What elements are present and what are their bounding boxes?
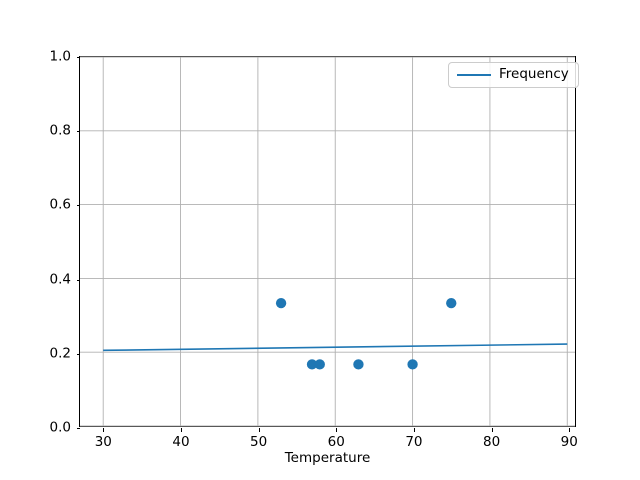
x-axis-label: Temperature	[284, 450, 371, 466]
scatter-point	[306, 359, 318, 370]
x-tick-mark	[413, 428, 415, 432]
grid-layer	[80, 56, 575, 427]
y-tick-label: 0.6	[49, 196, 71, 213]
y-tick-label: 1.0	[49, 48, 71, 65]
scatter-point	[407, 359, 418, 370]
x-tick-mark	[491, 428, 493, 432]
y-tick-label: 0.0	[49, 419, 71, 436]
x-tick-label: 60	[327, 434, 345, 450]
plot-area: 30 40 50 60 70 80 90 0.0 0.2 0.4 0.6 0.8 1.0	[50, 50, 578, 449]
x-tick-label: 30	[94, 434, 112, 450]
x-tick-mark	[180, 428, 182, 432]
scatter-point	[353, 359, 364, 370]
y-tick-mark	[76, 205, 80, 207]
x-tick-mark	[258, 428, 260, 432]
x-tick-label: 80	[482, 434, 501, 450]
y-tick-label: 0.8	[49, 122, 71, 139]
y-tick-mark	[76, 353, 80, 355]
y-tick-mark	[76, 279, 80, 281]
series-line-frequency	[103, 343, 568, 352]
legend-line-swatch-frequency	[457, 73, 491, 76]
chart-legend: Frequency	[448, 62, 579, 88]
x-tick-label: 50	[250, 434, 268, 450]
x-tick-label: 90	[560, 434, 578, 450]
x-tick-mark	[103, 428, 105, 432]
y-tick-mark	[76, 57, 80, 58]
scatter-point	[275, 297, 287, 309]
x-tick-label: 70	[405, 434, 423, 450]
y-tick-label: 0.4	[49, 270, 71, 287]
y-tick-mark	[76, 131, 80, 133]
legend-label-frequency: Frequency	[499, 66, 569, 82]
data-layer	[103, 297, 568, 370]
x-tick-label: 40	[172, 434, 190, 450]
y-tick-label: 0.2	[49, 345, 71, 362]
scatter-point	[446, 297, 457, 309]
x-tick-mark	[336, 428, 338, 432]
x-tick-mark	[569, 428, 571, 432]
y-tick-mark	[76, 428, 80, 429]
scatter-point	[314, 359, 325, 370]
